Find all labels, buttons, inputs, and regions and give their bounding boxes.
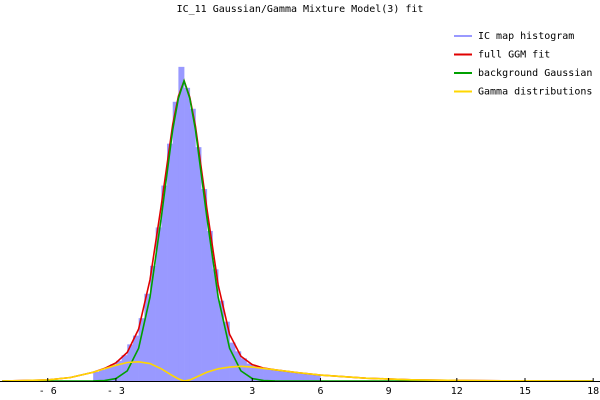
histogram-bar [280,371,287,381]
histogram-bar [115,360,122,381]
histogram-bar [240,358,247,381]
x-tick-label: 9 [386,386,392,397]
histogram-bar [161,185,168,381]
histogram-bar [184,87,191,382]
histogram-bar [263,369,270,381]
x-tick-label: - 3 [107,386,125,397]
histogram-bar [292,372,299,381]
histogram-bar [275,370,281,381]
fit-line [2,360,185,382]
x-tick-label: 15 [519,386,531,397]
histogram-bar [195,147,202,381]
histogram-bar [98,369,105,381]
histogram-bar [212,269,219,381]
legend-label: Gamma distributions [478,87,592,98]
histogram-bar [104,367,111,381]
histogram-bar [229,342,236,381]
histogram-bar [144,293,151,381]
histogram-bar [93,371,100,381]
histogram-bar [309,374,316,381]
x-tick-label: 18 [587,386,599,397]
histogram-bar [297,373,304,381]
histogram-bar [206,230,213,381]
histogram-bar [138,318,145,381]
fit-line [183,365,594,382]
histogram-bar [252,365,259,381]
histogram-bar [286,371,293,381]
legend-label: full GGM fit [478,50,550,61]
histogram-bar [167,143,174,381]
histogram-bar [314,375,321,381]
histogram-bar [132,335,139,381]
x-tick-label: 6 [317,386,323,397]
histogram-bar [257,367,264,381]
histogram-bar [150,265,156,381]
x-tick-label: 12 [451,386,463,397]
histogram-bar [121,355,128,381]
chart-title: IC_11 Gaussian/Gamma Mixture Model(3) fi… [177,4,424,15]
histogram-bar [223,321,230,381]
histogram-bar [269,369,276,381]
histogram-bar [155,227,162,381]
histogram-bar [218,300,225,381]
histogram-bar [172,101,179,382]
x-tick-label: - 6 [39,386,57,397]
histogram-bar [201,189,208,381]
histogram-bar [303,374,310,381]
x-tick-label: 3 [249,386,255,397]
histogram-bar [189,108,196,381]
legend-label: IC map histogram [478,31,574,42]
legend-label: background Gaussian [478,68,592,79]
histogram-bar [246,363,253,381]
histogram-bar [110,364,117,381]
histogram-bar [178,66,185,381]
